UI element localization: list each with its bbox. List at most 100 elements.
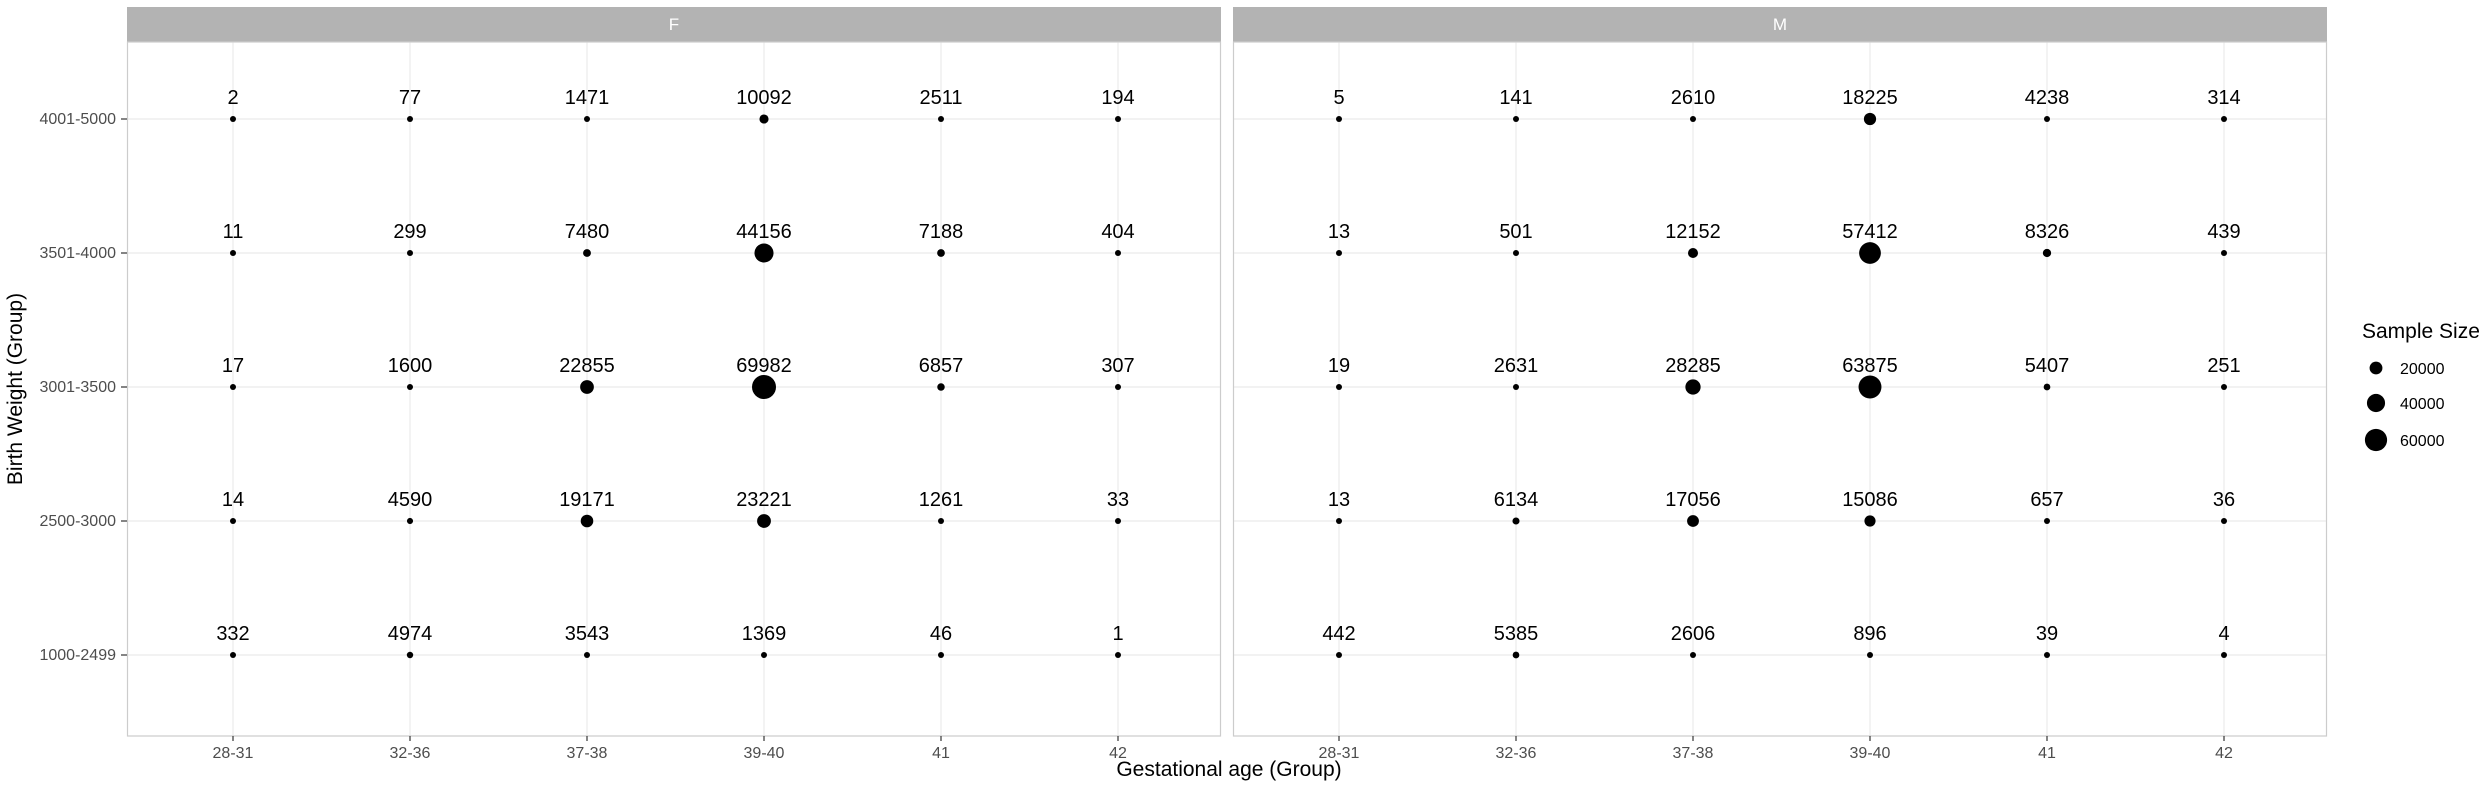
data-label: 141 (1499, 87, 1532, 109)
legend-key-label: 40000 (2400, 396, 2445, 413)
data-point (1512, 517, 1520, 525)
data-label: 194 (1101, 87, 1134, 109)
data-point (937, 249, 945, 257)
x-tick-label: 39-40 (1850, 745, 1891, 762)
data-label: 404 (1101, 221, 1134, 243)
data-point (1688, 248, 1698, 258)
data-label: 8326 (2025, 221, 2070, 243)
data-point (754, 243, 774, 263)
x-tick-label: 42 (2215, 745, 2233, 762)
data-point (1864, 515, 1876, 527)
data-label: 36 (2213, 489, 2235, 511)
data-label: 2606 (1671, 623, 1716, 645)
data-label: 14 (222, 489, 244, 511)
data-point (1115, 250, 1121, 256)
x-tick-label: 32-36 (390, 745, 431, 762)
data-label: 501 (1499, 221, 1532, 243)
data-label: 1471 (565, 87, 610, 109)
data-point (2221, 384, 2227, 390)
facet-strip-label: M (1773, 15, 1787, 34)
data-point (752, 375, 776, 399)
data-label: 11 (223, 221, 244, 243)
data-label: 314 (2207, 87, 2240, 109)
panel-background (1233, 42, 2327, 736)
data-label: 4974 (388, 623, 433, 645)
data-label: 7188 (919, 221, 964, 243)
data-label: 6134 (1494, 489, 1539, 511)
data-point (2042, 248, 2052, 258)
data-label: 17056 (1665, 489, 1721, 511)
data-point (938, 518, 944, 524)
data-label: 2511 (919, 87, 962, 109)
data-label: 5385 (1494, 623, 1539, 645)
data-point (2221, 250, 2227, 256)
data-label: 63875 (1842, 355, 1898, 377)
data-point (2221, 116, 2227, 122)
data-point (1687, 515, 1699, 527)
data-point (230, 384, 236, 390)
x-axis-title: Gestational age (Group) (1116, 758, 1341, 781)
x-tick-label: 41 (2038, 745, 2056, 762)
data-point (759, 114, 769, 124)
data-point (407, 116, 413, 122)
data-point (1513, 384, 1519, 390)
x-tick-label: 28-31 (1319, 745, 1360, 762)
data-point (761, 652, 767, 658)
data-label: 299 (393, 221, 426, 243)
data-label: 13 (1328, 489, 1350, 511)
data-point (2043, 383, 2051, 391)
data-label: 2631 (1494, 355, 1539, 377)
data-label: 896 (1853, 623, 1886, 645)
data-label: 7480 (565, 221, 610, 243)
data-point (1336, 518, 1342, 524)
y-tick-label: 1000-2499 (39, 647, 116, 664)
facet-strip-label: F (669, 15, 679, 34)
x-tick-label: 37-38 (1673, 745, 1714, 762)
data-label: 307 (1101, 355, 1134, 377)
data-point (1115, 116, 1121, 122)
data-point (1336, 116, 1342, 122)
facet-strip (1233, 7, 2327, 42)
legend-key-point (2364, 428, 2388, 452)
data-point (2221, 652, 2227, 658)
data-label: 15086 (1842, 489, 1898, 511)
data-label: 39 (2036, 623, 2058, 645)
data-point (1115, 384, 1121, 390)
y-axis-title: Birth Weight (Group) (4, 293, 27, 485)
data-label: 28285 (1665, 355, 1721, 377)
data-label: 251 (2207, 355, 2240, 377)
facet-strip (127, 7, 1221, 42)
y-tick-label: 3001-3500 (39, 379, 116, 396)
data-point (1513, 116, 1519, 122)
data-point (938, 652, 944, 658)
data-label: 19 (1328, 355, 1350, 377)
data-label: 6857 (919, 355, 964, 377)
data-point (1336, 652, 1342, 658)
data-point (230, 250, 236, 256)
data-point (2044, 652, 2050, 658)
data-point (1336, 384, 1342, 390)
x-axis: 28-31 32-36 37-38 39-40 41 42 28-31 32-36 37-38 3… (213, 736, 2233, 762)
data-label: 4238 (2025, 87, 2070, 109)
panel-border (126, 41, 1222, 737)
data-point (2221, 518, 2227, 524)
legend-key-label: 60000 (2400, 433, 2445, 450)
data-label: 1600 (388, 355, 433, 377)
data-label: 10092 (736, 87, 792, 109)
data-point (1513, 250, 1519, 256)
data-point (1859, 242, 1881, 264)
data-point (2044, 518, 2050, 524)
x-tick-label: 42 (1109, 745, 1127, 762)
data-point (1863, 112, 1877, 126)
size-legend: Sample Size 20000 40000 60000 (2362, 320, 2480, 452)
legend-key-point (2369, 361, 2383, 375)
data-label: 5 (1333, 87, 1344, 109)
data-label: 23221 (736, 489, 792, 511)
data-label: 4590 (388, 489, 433, 511)
legend-key-point (2366, 393, 2386, 413)
data-label: 18225 (1842, 87, 1898, 109)
data-point (580, 514, 594, 528)
